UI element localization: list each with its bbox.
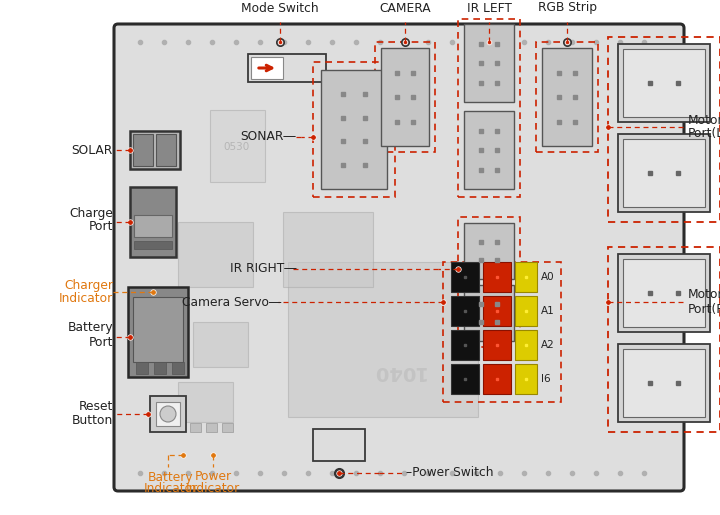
Text: Indicator: Indicator	[186, 483, 240, 495]
Bar	[458, 217, 520, 347]
Bar	[134, 215, 172, 237]
Bar	[321, 70, 387, 189]
Text: SOLAR: SOLAR	[72, 144, 113, 157]
Bar	[618, 44, 710, 122]
Text: Port: Port	[89, 220, 113, 233]
Bar	[251, 57, 283, 79]
Bar	[193, 322, 248, 367]
Bar	[130, 187, 176, 257]
Bar	[150, 396, 186, 432]
Bar	[313, 429, 365, 461]
Bar	[283, 212, 373, 287]
Text: CAMERA: CAMERA	[379, 2, 431, 14]
Text: Indicator: Indicator	[144, 483, 198, 495]
Bar	[128, 287, 188, 377]
Text: Port: Port	[89, 335, 113, 349]
Bar	[248, 54, 326, 82]
Bar	[451, 364, 479, 394]
Bar	[443, 262, 561, 402]
Bar	[542, 48, 592, 146]
Bar	[623, 259, 705, 327]
Text: 1040: 1040	[371, 363, 425, 382]
Bar	[134, 241, 172, 249]
Bar	[136, 362, 148, 374]
Bar	[464, 223, 514, 279]
Bar	[288, 262, 478, 417]
Bar	[618, 134, 710, 212]
Text: Button: Button	[72, 415, 113, 427]
Bar	[618, 254, 710, 332]
Bar	[381, 48, 429, 146]
Bar	[210, 110, 265, 182]
Bar	[451, 296, 479, 326]
Text: 0530: 0530	[224, 142, 250, 152]
Text: RGB Strip: RGB Strip	[538, 2, 596, 14]
Bar	[172, 362, 184, 374]
Text: Motor: Motor	[688, 113, 720, 127]
Text: –Power Switch: –Power Switch	[406, 467, 493, 479]
Bar	[451, 262, 479, 292]
Text: Port(Left): Port(Left)	[688, 128, 720, 141]
Bar	[623, 139, 705, 207]
Bar	[156, 402, 180, 426]
Bar	[483, 364, 511, 394]
Bar	[515, 262, 537, 292]
Bar	[464, 24, 514, 102]
Text: Port(Right): Port(Right)	[688, 302, 720, 316]
Bar	[154, 362, 166, 374]
Bar	[130, 131, 180, 169]
Bar	[515, 330, 537, 360]
Bar	[190, 423, 201, 432]
Bar	[375, 42, 435, 152]
Text: SONAR―: SONAR―	[240, 130, 296, 144]
Bar	[515, 364, 537, 394]
Bar	[483, 330, 511, 360]
Text: Charge: Charge	[69, 207, 113, 219]
Text: A0: A0	[541, 272, 554, 282]
Text: Motor: Motor	[688, 288, 720, 301]
FancyBboxPatch shape	[114, 24, 684, 491]
Text: Reset: Reset	[78, 401, 113, 414]
Bar	[156, 134, 176, 166]
Circle shape	[160, 406, 176, 422]
Text: Camera Servo―: Camera Servo―	[181, 296, 281, 308]
Bar	[178, 222, 253, 287]
Bar	[483, 262, 511, 292]
Bar	[623, 349, 705, 417]
Bar	[608, 247, 720, 432]
Bar	[536, 42, 598, 152]
Bar	[483, 296, 511, 326]
Bar	[464, 285, 514, 341]
Text: Battery: Battery	[68, 321, 113, 335]
Bar	[451, 330, 479, 360]
Bar	[458, 19, 520, 197]
Bar	[623, 49, 705, 117]
Text: A2: A2	[541, 340, 554, 350]
Bar	[515, 296, 537, 326]
Bar	[608, 37, 720, 222]
Text: A1: A1	[541, 306, 554, 316]
Text: Indicator: Indicator	[59, 293, 113, 305]
Text: IR LEFT: IR LEFT	[467, 2, 511, 14]
Text: Charger: Charger	[64, 279, 113, 291]
Bar	[133, 297, 183, 362]
Bar	[464, 111, 514, 189]
Text: Mode Switch: Mode Switch	[241, 2, 319, 14]
Bar	[618, 344, 710, 422]
Text: IR RIGHT―: IR RIGHT―	[230, 263, 296, 276]
Bar	[222, 423, 233, 432]
Text: Battery: Battery	[148, 471, 194, 484]
Bar	[178, 382, 233, 422]
Text: Power: Power	[194, 471, 232, 484]
Bar	[206, 423, 217, 432]
Text: I6: I6	[541, 374, 551, 384]
Bar	[313, 62, 395, 197]
Bar	[133, 134, 153, 166]
